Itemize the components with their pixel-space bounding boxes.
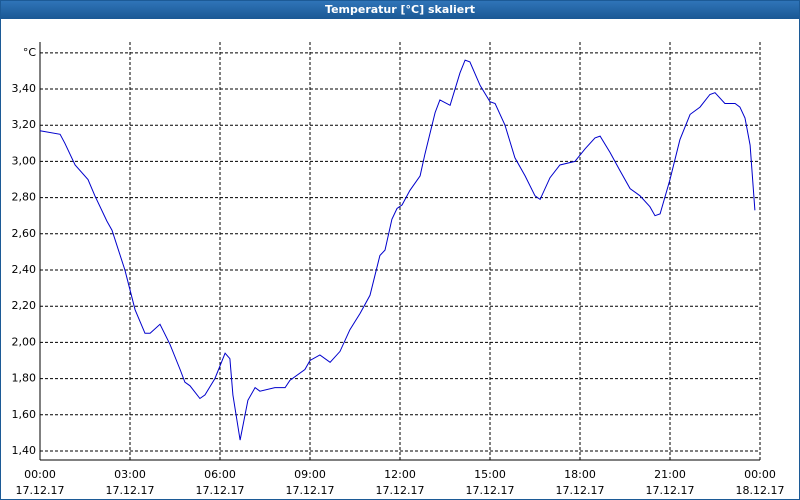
x-tick-label: 12:00 [384, 468, 416, 481]
x-tick-label: 03:00 [114, 468, 146, 481]
y-tick-label: 3,40 [12, 82, 37, 95]
x-tick-label: 00:00 [744, 468, 776, 481]
y-tick-label: 1,60 [12, 408, 37, 421]
x-tick-date: 17.12.17 [286, 484, 335, 497]
y-tick-label: °C [23, 46, 37, 59]
x-tick-date: 18.12.17 [736, 484, 785, 497]
y-tick-label: 2,60 [12, 227, 37, 240]
x-tick-date: 17.12.17 [196, 484, 245, 497]
x-tick-date: 17.12.17 [16, 484, 65, 497]
y-tick-label: 3,00 [12, 154, 37, 167]
x-tick-date: 17.12.17 [556, 484, 605, 497]
data-line [39, 59, 756, 441]
x-tick-label: 18:00 [564, 468, 596, 481]
x-tick-date: 17.12.17 [106, 484, 155, 497]
y-tick-label: 2,80 [12, 191, 37, 204]
y-tick-label: 2,20 [12, 299, 37, 312]
title-bar: Temperatur [°C] skaliert [1, 1, 799, 19]
x-tick-label: 15:00 [474, 468, 506, 481]
y-tick-label: 1,80 [12, 372, 37, 385]
x-tick-date: 17.12.17 [466, 484, 515, 497]
x-tick-label: 06:00 [204, 468, 236, 481]
y-tick-label: 2,40 [12, 263, 37, 276]
x-tick-date: 17.12.17 [376, 484, 425, 497]
x-tick-label: 00:00 [24, 468, 56, 481]
x-tick-label: 09:00 [294, 468, 326, 481]
x-tick-date: 17.12.17 [646, 484, 695, 497]
x-tick-label: 21:00 [654, 468, 686, 481]
y-tick-label: 3,20 [12, 118, 37, 131]
y-tick-label: 2,00 [12, 335, 37, 348]
y-tick-label: 1,40 [12, 444, 37, 457]
